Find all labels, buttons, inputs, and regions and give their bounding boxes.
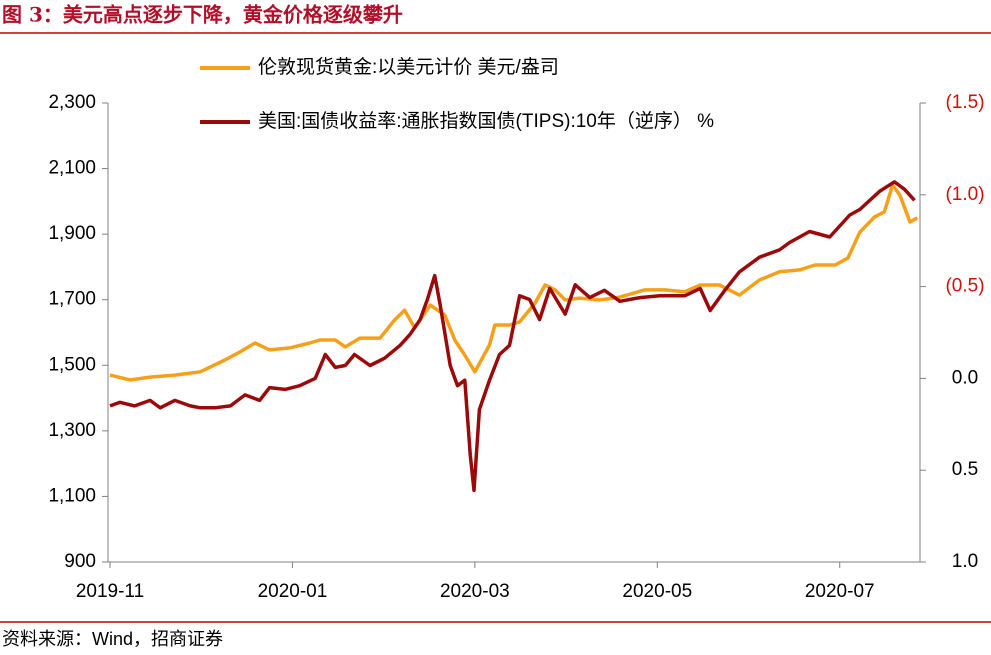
source-note: 资料来源：Wind，招商证券 <box>2 629 223 649</box>
series-line <box>109 183 919 382</box>
y-tick-label: 900 <box>64 551 96 572</box>
y-tick-label: 2,100 <box>48 158 96 179</box>
legend-label: 伦敦现货黄金:以美元计价 美元/盎司 <box>258 56 559 78</box>
chart-title: 图 3：美元高点逐步下降，黄金价格逐级攀升 <box>2 3 403 27</box>
y-tick-label: 1,700 <box>48 289 96 310</box>
y-tick-label: 1,900 <box>48 223 96 244</box>
y-tick-label: 1,100 <box>48 485 96 506</box>
y2-tick-label: (1.5) <box>945 92 984 113</box>
y-tick-label: 1,500 <box>48 354 96 375</box>
legend-label: 美国:国债收益率:通胀指数国债(TIPS):10年（逆序） % <box>258 110 714 132</box>
x-tick-label: 2020-07 <box>805 581 875 602</box>
x-tick-label: 2020-05 <box>622 581 692 602</box>
y2-tick-label: 0.5 <box>952 459 978 480</box>
y2-tick-label: (1.0) <box>945 184 984 205</box>
y-tick-label: 2,300 <box>48 92 96 113</box>
series-line <box>109 180 916 493</box>
x-tick-label: 2019-11 <box>76 581 144 602</box>
y2-tick-label: (0.5) <box>945 276 984 297</box>
x-tick-label: 2020-01 <box>258 581 328 602</box>
y-tick-label: 1,300 <box>48 420 96 441</box>
y2-tick-label: 0.0 <box>952 367 978 388</box>
y2-tick-label: 1.0 <box>952 551 978 572</box>
x-tick-label: 2020-03 <box>440 581 510 602</box>
